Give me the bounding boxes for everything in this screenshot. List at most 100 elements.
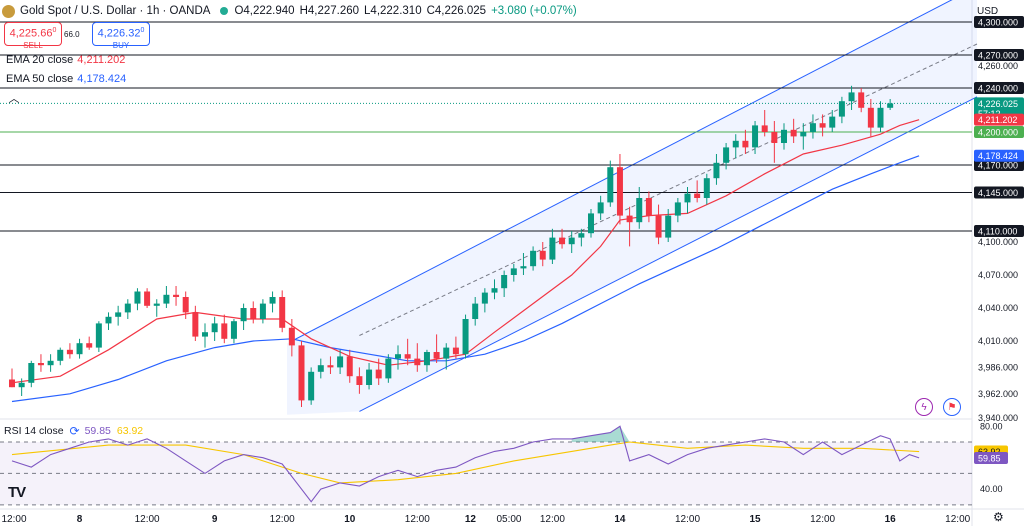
- candle-68: [665, 215, 672, 238]
- rsi-value: 59.85: [84, 425, 111, 437]
- ohlc-high: H4,227.260: [299, 5, 360, 17]
- level-tag-5: 4,110.000: [978, 227, 1017, 237]
- ohlc-close: C4,226.025: [426, 5, 487, 17]
- x-tick-8: 05:00: [496, 514, 521, 525]
- sell-label: SELL: [23, 40, 43, 50]
- candle-13: [134, 291, 141, 304]
- level-tag-bg-4: [974, 186, 1024, 199]
- market-status-icon: [220, 7, 229, 15]
- candle-5: [57, 349, 64, 361]
- sell-button[interactable]: 4,225.660 SELL: [4, 22, 62, 50]
- candle-7: [76, 343, 83, 355]
- candle-8: [86, 343, 93, 348]
- sell-price: 4,225.66: [9, 27, 53, 40]
- candle-0: [9, 379, 15, 388]
- candle-23: [230, 321, 237, 339]
- candle-77: [752, 125, 759, 148]
- buy-price-sup: 0: [140, 27, 145, 34]
- y-tick-4: 4,040.000: [978, 303, 1018, 313]
- candle-42: [414, 358, 421, 366]
- channel-mid-line: [359, 43, 978, 336]
- rsi-legend[interactable]: RSI 14 close ⟳ 59.85 63.92: [4, 424, 143, 438]
- candle-30: [298, 345, 305, 401]
- x-tick-11: 12:00: [675, 514, 700, 525]
- candle-91: [887, 103, 894, 108]
- candle-51: [501, 275, 508, 289]
- level-tag-bg-green: [974, 126, 1024, 138]
- x-tick-10: 14: [614, 514, 626, 525]
- candle-45: [443, 347, 450, 359]
- candle-52: [510, 268, 517, 275]
- rsi-tag-1: 59.85: [978, 453, 1001, 463]
- symbol-header[interactable]: Gold Spot / U.S. Dollar · 1h · OANDA O4,…: [0, 2, 577, 20]
- candle-12: [124, 303, 131, 313]
- rsi-overbought-fill: [571, 426, 630, 442]
- price-tag-0: 4,226.025: [978, 99, 1018, 109]
- candle-1: [18, 382, 25, 388]
- x-tick-2: 12:00: [135, 514, 160, 525]
- flag-icon[interactable]: ⚑: [943, 398, 961, 416]
- rsi-tag-bg-1: [974, 451, 1008, 464]
- candle-79: [771, 132, 778, 143]
- candle-49: [481, 292, 488, 304]
- candle-9: [95, 323, 102, 348]
- candle-39: [385, 358, 392, 379]
- candle-66: [645, 198, 652, 216]
- spread-value: 66.0: [64, 30, 80, 39]
- candle-74: [723, 147, 730, 163]
- ema50-legend[interactable]: EMA 50 close 4,178.424: [6, 73, 126, 85]
- ema20-value: 4,211.202: [77, 54, 126, 66]
- lightning-icon[interactable]: ϟ: [915, 398, 933, 416]
- channel-lower-line: [359, 96, 978, 412]
- chevron-up-icon[interactable]: ︿: [8, 93, 20, 105]
- ema20-legend[interactable]: EMA 20 close 4,211.202: [6, 54, 125, 66]
- buy-price: 4,226.32: [97, 27, 141, 40]
- candle-6: [66, 349, 73, 355]
- candle-27: [269, 297, 276, 304]
- x-tick-9: 12:00: [540, 514, 565, 525]
- symbol-logo-icon: [2, 4, 15, 18]
- ohlc-open: O4,222.940: [234, 5, 295, 17]
- currency-label[interactable]: USD: [977, 6, 999, 17]
- rsi-ma-line: [11, 441, 920, 484]
- candle-83: [809, 123, 816, 132]
- symbol-title[interactable]: Gold Spot / U.S. Dollar · 1h · OANDA: [20, 5, 211, 17]
- price-tag-bg-2: [974, 149, 1024, 162]
- candle-19: [192, 312, 199, 337]
- x-tick-14: 16: [885, 514, 897, 525]
- candle-15: [153, 303, 160, 306]
- candle-71: [694, 193, 701, 198]
- y-tick-0: 3,940.000: [978, 413, 1018, 423]
- level-tag-green: 4,200.000: [978, 128, 1018, 138]
- candle-46: [452, 347, 459, 355]
- tradingview-logo[interactable]: TV: [8, 484, 26, 501]
- candle-33: [327, 365, 334, 368]
- candle-24: [240, 308, 247, 322]
- candle-38: [375, 369, 382, 379]
- candle-89: [867, 107, 874, 128]
- candle-50: [491, 288, 498, 293]
- gear-icon[interactable]: ⚙: [993, 510, 1004, 524]
- buy-button[interactable]: 4,226.320 BUY: [92, 22, 150, 50]
- candle-35: [346, 356, 353, 377]
- candle-14: [144, 291, 151, 306]
- candle-36: [356, 376, 363, 385]
- ema50-line: [11, 155, 920, 403]
- candle-58: [568, 237, 575, 245]
- level-tag-2: 4,240.000: [978, 84, 1018, 94]
- x-tick-7: 12: [465, 514, 477, 525]
- x-tick-5: 10: [344, 514, 356, 525]
- candle-3: [37, 363, 44, 366]
- candle-61: [597, 202, 604, 214]
- candle-69: [674, 202, 681, 216]
- candle-88: [858, 92, 865, 108]
- level-tag-1: 4,270.000: [978, 51, 1018, 61]
- level-tag-0: 4,300.000: [978, 18, 1018, 28]
- candle-67: [655, 215, 662, 238]
- rsi-label: RSI 14 close: [4, 425, 64, 437]
- x-tick-1: 8: [77, 514, 83, 525]
- x-tick-13: 12:00: [810, 514, 835, 525]
- candle-70: [684, 193, 691, 203]
